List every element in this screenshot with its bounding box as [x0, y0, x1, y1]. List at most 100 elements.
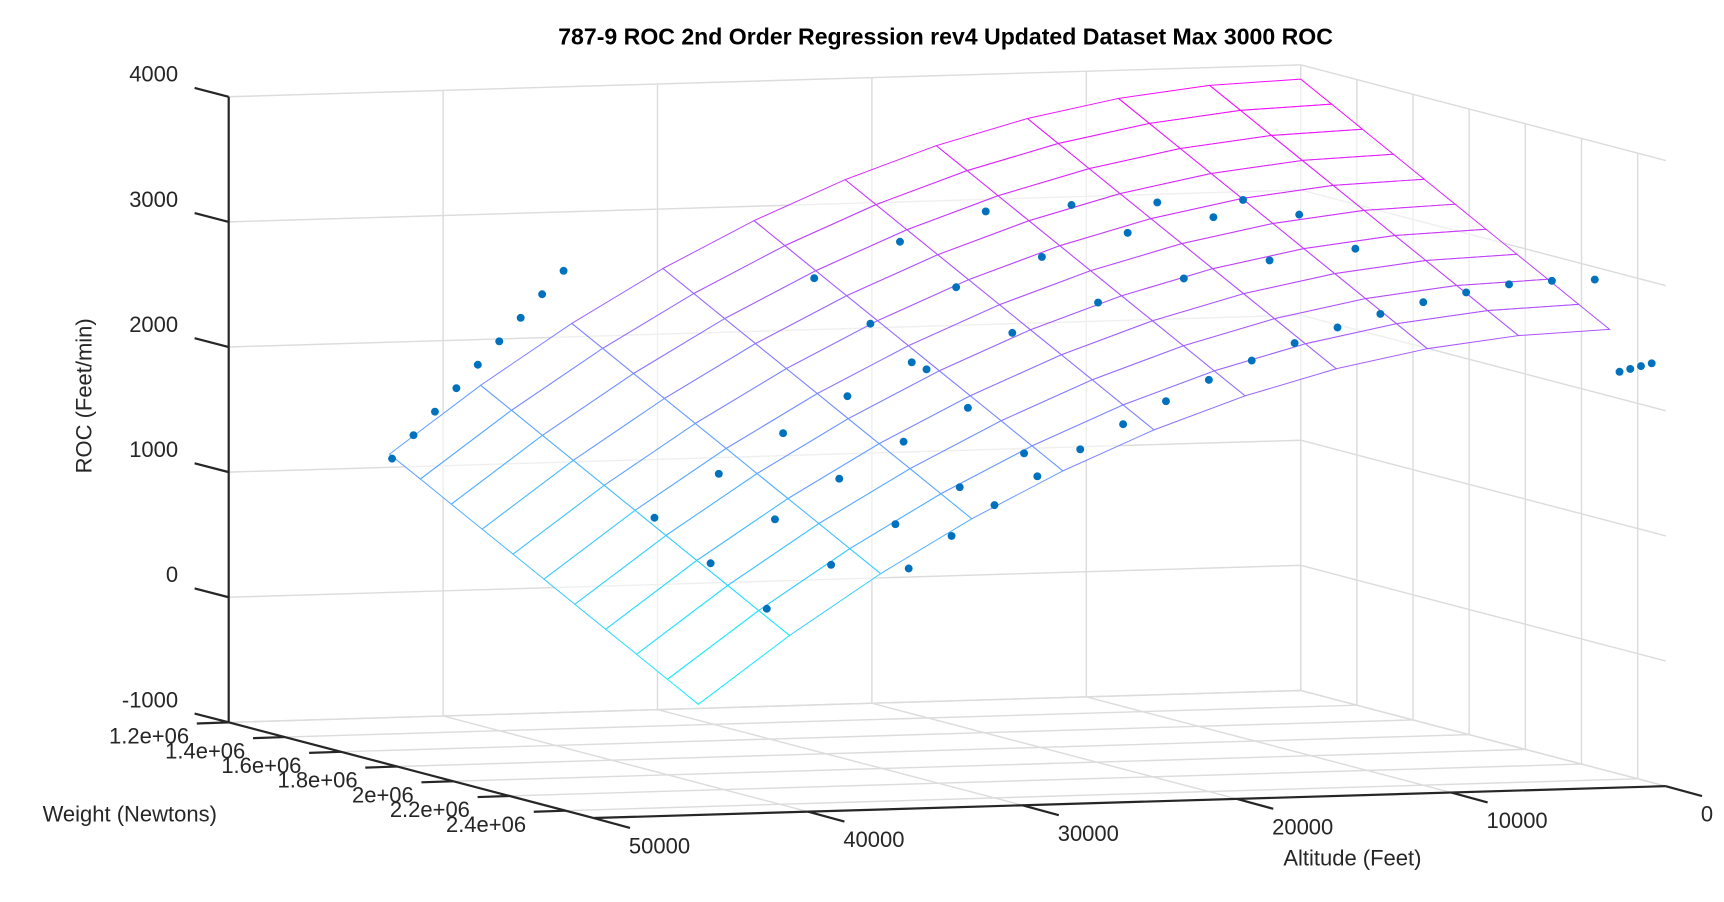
data-point: [1547, 276, 1556, 285]
data-point: [810, 274, 819, 283]
z-tick: [194, 212, 229, 223]
y-tick: [421, 780, 454, 784]
data-point: [1119, 420, 1128, 429]
y-tick-label: 1.8e+06: [277, 768, 357, 793]
data-point: [1033, 472, 1042, 481]
data-point: [952, 283, 961, 292]
data-point: [495, 337, 504, 346]
data-point: [770, 515, 779, 524]
data-point: [907, 358, 916, 367]
data-point: [388, 454, 397, 463]
data-point: [1333, 323, 1342, 332]
data-point: [904, 564, 913, 573]
data-point: [516, 313, 525, 322]
data-point: [1020, 449, 1029, 458]
y-tick: [477, 794, 510, 799]
grid-line: [284, 704, 1357, 738]
x-tick: [1665, 785, 1703, 798]
data-point: [1076, 445, 1085, 454]
grid-line: [228, 689, 1301, 724]
x-axis-label: Altitude (Feet): [1283, 846, 1421, 871]
data-point: [1179, 274, 1188, 283]
z-tick-label: 0: [166, 562, 178, 587]
data-point: [1295, 210, 1304, 219]
z-tick-label: -1000: [122, 687, 178, 712]
grid-line: [397, 733, 1470, 768]
grid-line: [509, 763, 1582, 797]
grid-line: [1086, 696, 1452, 794]
data-point: [430, 407, 439, 416]
z-tick-label: 2000: [129, 312, 178, 337]
y-tick-label: 1.2e+06: [109, 724, 189, 749]
y-tick-label: 1.6e+06: [221, 753, 301, 778]
y-tick: [252, 735, 285, 740]
x-tick-label: 30000: [1058, 821, 1119, 846]
data-point: [452, 384, 461, 393]
data-point: [1008, 328, 1017, 337]
z-axis-label: ROC (Feet/min): [72, 318, 97, 473]
chart-title: 787-9 ROC 2nd Order Regression rev4 Upda…: [558, 24, 1333, 50]
data-point: [891, 520, 900, 529]
grid-line: [228, 64, 1301, 98]
data-point: [779, 429, 788, 438]
y-tick-label: 2e+06: [352, 782, 414, 807]
y-tick-label: 2.2e+06: [390, 797, 470, 822]
data-point: [409, 431, 418, 440]
data-point: [1590, 275, 1599, 284]
x-axis: [593, 785, 1666, 820]
data-point: [827, 560, 836, 569]
data-point: [947, 531, 956, 540]
data-point: [1647, 359, 1656, 368]
data-point: [650, 513, 659, 522]
data-point: [990, 501, 999, 510]
z-tick: [194, 587, 229, 599]
data-point: [1209, 213, 1218, 222]
data-point: [1626, 364, 1635, 373]
grid-line: [340, 719, 1414, 753]
data-point: [1637, 362, 1645, 371]
grid-line: [657, 708, 1023, 806]
y-axis: [228, 721, 595, 820]
data-point: [896, 237, 904, 246]
z-tick-label: 3000: [129, 187, 178, 212]
data-point: [1094, 298, 1103, 307]
data-point: [538, 290, 547, 299]
grid-line: [1300, 64, 1666, 162]
x-tick: [1451, 791, 1488, 804]
x-tick-label: 20000: [1272, 814, 1333, 839]
y-tick-label: 1.4e+06: [165, 738, 245, 763]
x-tick: [1236, 797, 1274, 810]
y-tick: [533, 809, 566, 813]
grid-line: [442, 715, 809, 813]
y-tick: [309, 750, 342, 755]
x-tick-label: 50000: [629, 834, 690, 859]
data-point: [1376, 310, 1385, 318]
data-point: [922, 365, 931, 374]
z-tick: [194, 337, 229, 349]
data-point: [1204, 375, 1213, 384]
x-tick: [1022, 804, 1060, 817]
grid-line: [871, 702, 1238, 800]
data-point: [1123, 228, 1132, 237]
z-tick: [194, 462, 229, 474]
data-point: [1037, 252, 1046, 261]
grid-line: [565, 778, 1638, 812]
y-tick: [365, 765, 398, 769]
surface-patch: [666, 609, 791, 705]
data-point: [1615, 367, 1624, 376]
data-point: [835, 474, 844, 483]
x-tick: [807, 810, 845, 823]
x-tick-label: 0: [1701, 802, 1713, 827]
z-tick: [194, 86, 229, 98]
z-tick-label: 1000: [129, 437, 178, 462]
data-point: [559, 266, 568, 275]
data-point: [955, 483, 964, 492]
z-tick-label: 4000: [129, 62, 178, 87]
y-tick: [196, 721, 229, 725]
data-point: [1419, 298, 1428, 307]
data-point: [1505, 280, 1513, 289]
data-point: [866, 319, 875, 328]
data-point: [1067, 201, 1076, 209]
data-point: [981, 207, 990, 216]
plot-area: 787-9 ROC 2nd Order Regression rev4 Upda…: [43, 24, 1714, 871]
